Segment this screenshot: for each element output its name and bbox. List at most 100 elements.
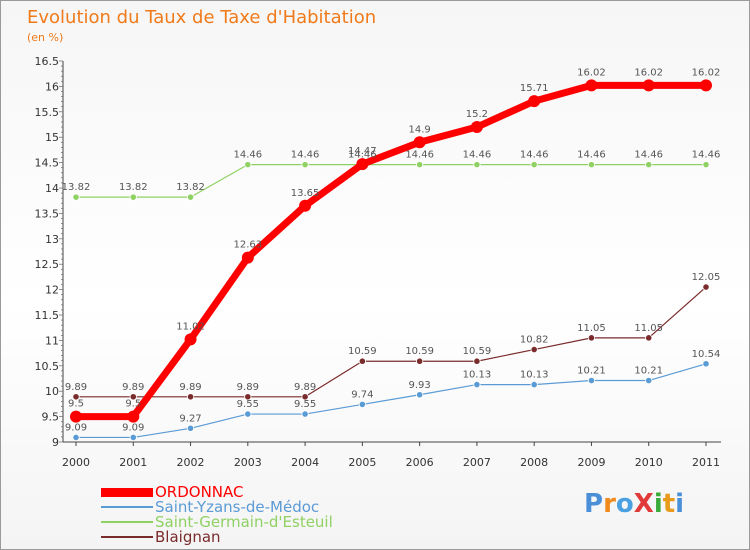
logo-letter: X — [633, 489, 654, 519]
series-line-3 — [76, 286, 707, 398]
x-tick-label: 2011 — [692, 456, 720, 469]
data-point — [241, 251, 254, 264]
data-label: 9.89 — [237, 382, 259, 393]
data-point — [413, 136, 426, 149]
data-label: 10.82 — [520, 335, 549, 346]
data-point — [186, 193, 195, 201]
legend-swatch — [101, 521, 153, 523]
logo-letter: P — [584, 489, 604, 519]
series-line-1 — [76, 363, 707, 439]
data-label: 14.46 — [405, 150, 434, 161]
logo-letter: i — [675, 489, 685, 519]
data-point — [642, 79, 655, 92]
data-label: 14.46 — [463, 150, 492, 161]
data-label: 16.02 — [692, 67, 721, 78]
data-label: 10.59 — [405, 346, 434, 357]
x-tick-label: 2004 — [291, 456, 319, 469]
x-tick-label: 2010 — [635, 456, 663, 469]
legend-label: Blaignan — [155, 528, 221, 546]
x-tick-label: 2000 — [62, 456, 90, 469]
legend-label: ORDONNAC — [155, 483, 244, 501]
series-lines — [70, 79, 712, 442]
data-point — [702, 360, 710, 368]
data-point — [244, 410, 252, 418]
y-tick-label: 16 — [45, 80, 59, 93]
data-point — [72, 193, 80, 201]
data-point — [645, 376, 653, 385]
data-label: 9.55 — [237, 399, 259, 410]
data-label: 14.46 — [692, 150, 721, 161]
x-tick-label: 2007 — [463, 456, 491, 469]
data-point — [129, 393, 137, 401]
legend-swatch — [101, 506, 153, 508]
data-label: 13.65 — [291, 188, 320, 199]
data-label: 11.05 — [577, 323, 606, 334]
logo-letter: i — [653, 489, 663, 519]
y-tick-label: 12.5 — [35, 258, 60, 271]
data-point — [587, 376, 596, 385]
data-label: 9.5 — [125, 399, 141, 410]
series-line-2 — [76, 164, 706, 198]
logo-letter: t — [662, 489, 676, 519]
data-point — [244, 161, 252, 169]
y-tick-label: 13.5 — [35, 207, 60, 220]
data-label: 9.09 — [65, 422, 87, 433]
data-label: 16.02 — [577, 67, 606, 78]
data-label: 9.5 — [68, 399, 84, 410]
data-point — [587, 334, 596, 342]
y-tick-label: 14 — [45, 182, 59, 195]
x-tick-label: 2001 — [119, 456, 147, 469]
data-point — [186, 424, 195, 432]
data-point — [70, 410, 82, 423]
y-tick-label: 15 — [45, 131, 59, 144]
logo-letter: o — [615, 489, 634, 519]
data-label: 9.55 — [294, 399, 316, 410]
y-tick-label: 11 — [45, 334, 59, 347]
data-label: 10.21 — [634, 366, 663, 377]
data-label: 12.63 — [233, 240, 262, 251]
data-label: 14.9 — [409, 124, 431, 135]
data-label: 14.46 — [291, 150, 320, 161]
data-point — [702, 283, 710, 291]
data-label: 14.46 — [233, 150, 262, 161]
series-data-labels: 9.09 9.09 9.27 9.55 9.55 9.74 9.93 10.13 10.13 10… — [62, 67, 721, 433]
legend-swatch — [101, 536, 153, 538]
data-point — [186, 393, 195, 401]
y-tick-label: 13 — [45, 233, 59, 246]
x-tick-label: 2008 — [520, 456, 548, 469]
data-point — [587, 161, 596, 169]
data-label: 10.59 — [463, 346, 492, 357]
data-label: 9.89 — [65, 382, 87, 393]
y-tick-label: 9 — [52, 436, 59, 449]
data-label: 9.93 — [409, 380, 431, 391]
data-point — [416, 357, 424, 365]
data-label: 11.05 — [634, 323, 663, 334]
data-point — [530, 161, 538, 169]
data-label: 9.74 — [351, 389, 373, 400]
y-tick-label: 14.5 — [35, 157, 60, 170]
data-label: 9.09 — [122, 422, 144, 433]
data-point — [470, 121, 483, 134]
data-point — [700, 79, 712, 92]
y-tick-label: 15.5 — [35, 106, 60, 119]
x-tick-label: 2006 — [406, 456, 434, 469]
y-tick-label: 10.5 — [35, 360, 60, 373]
data-label: 10.21 — [577, 366, 606, 377]
data-label: 9.89 — [294, 382, 316, 393]
legend-label: Saint-Yzans-de-Médoc — [155, 498, 320, 516]
y-tick-label: 16.5 — [35, 55, 60, 68]
proxiti-logo: ProXiti — [584, 489, 684, 519]
chart-axes: 9 9.5 10 10.5 11 11.5 12 12.5 13 13.5 14 14.5 15 15.5… — [35, 55, 721, 469]
data-point — [72, 433, 80, 442]
data-label: 14.46 — [520, 150, 549, 161]
data-label: 9.89 — [122, 382, 144, 393]
x-tick-label: 2003 — [234, 456, 262, 469]
data-point — [244, 393, 252, 401]
data-label: 14.46 — [634, 150, 663, 161]
data-label: 15.2 — [466, 109, 488, 120]
x-tick-label: 2005 — [348, 456, 376, 469]
data-point — [72, 393, 80, 401]
data-point — [356, 158, 369, 171]
data-label: 9.89 — [179, 382, 201, 393]
